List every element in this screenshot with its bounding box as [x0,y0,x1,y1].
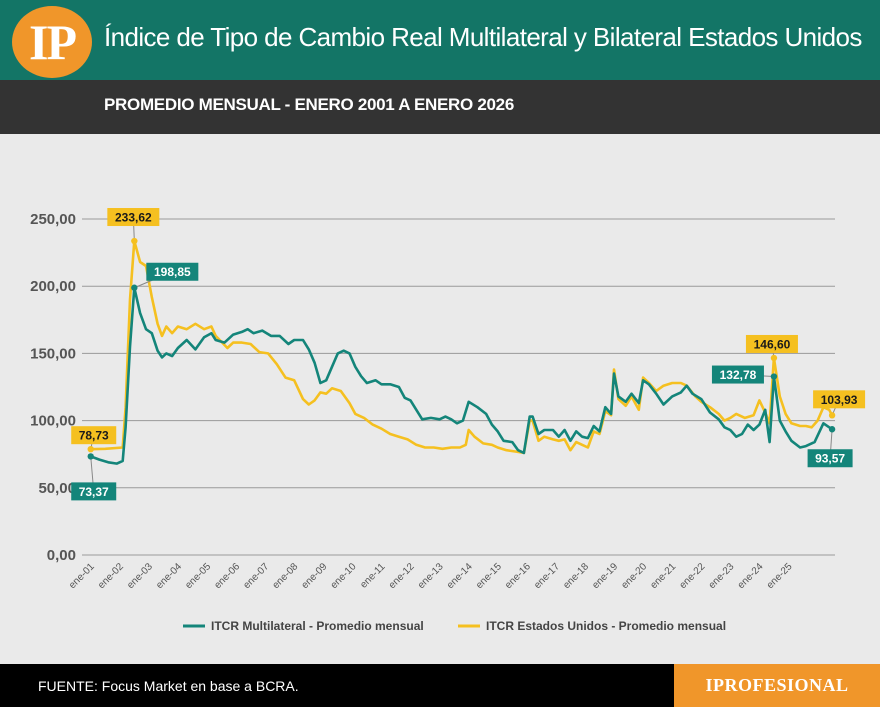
x-tick-label: ene-14 [445,561,475,591]
logo-icon: IP [12,6,92,78]
annotation-marker [828,412,836,419]
x-tick-label: ene-06 [212,561,242,591]
x-tick-label: ene-02 [96,561,126,591]
annotation-label: 103,93 [821,393,858,407]
y-tick-label: 0,00 [47,547,76,564]
x-tick-label: ene-19 [590,561,620,591]
x-tick-label: ene-24 [736,561,766,591]
x-tick-label: ene-03 [125,561,155,591]
x-tick-label: ene-09 [300,561,330,591]
brand-logo: IPROFESIONAL [674,664,880,707]
annotation-badge [71,426,117,445]
x-tick-label: ene-20 [619,561,649,591]
annotation-marker [87,453,94,460]
subheader-bar: PROMEDIO MENSUAL - ENERO 2001 A ENERO 20… [0,80,880,134]
chart-subtitle: PROMEDIO MENSUAL - ENERO 2001 A ENERO 20… [104,95,514,114]
annotation-label: 198,85 [154,265,191,279]
y-axis-ticks: 0,00 50,00 100,00 150,00 200,00 250,00 [30,211,76,564]
annotation-marker [87,445,94,453]
legend-label: ITCR Estados Unidos - Promedio mensual [486,619,726,633]
annotation-label: 73,37 [79,485,109,499]
annotation-badge [146,262,199,281]
x-tick-label: ene-05 [183,561,213,591]
x-tick-label: ene-11 [358,561,388,591]
x-axis-ticks: ene-01 ene-02 ene-03 ene-04 ene-05 ene-06 ene-… [67,561,795,591]
annotation-label: 78,73 [79,429,109,443]
annotation-badge [745,334,798,353]
y-tick-label: 250,00 [30,211,76,228]
x-tick-label: ene-25 [765,561,795,591]
annotation-badge [107,208,160,227]
source-note: FUENTE: Focus Market en base a BCRA. [38,678,299,694]
annotation-marker [770,354,778,362]
annotations: 233,62 198,85 78,73 73,37 146,60 132,78 103,93… [71,208,866,501]
x-tick-label: ene-08 [271,561,301,591]
annotation-marker [828,426,836,433]
y-tick-label: 200,00 [30,278,76,295]
x-tick-label: ene-15 [474,561,504,591]
grid-lines [82,218,835,556]
annotation-label: 132,78 [720,368,757,382]
series-lines [89,239,834,465]
x-tick-label: ene-21 [649,561,679,591]
y-tick-label: 100,00 [30,413,76,430]
x-tick-label: ene-17 [532,561,562,591]
chart-area: 0,00 50,00 100,00 150,00 200,00 250,00 ene-01… [0,134,880,664]
annotation-badge [807,449,853,468]
legend: ITCR Multilateral - Promedio mensual ITCR… [183,619,726,633]
x-tick-label: ene-12 [387,561,417,591]
x-tick-label: ene-04 [154,561,184,591]
y-tick-label: 150,00 [30,345,76,362]
x-tick-label: ene-13 [416,561,446,591]
annotation-badge [711,365,764,384]
annotation-marker [770,373,778,380]
header-bar: IP Índice de Tipo de Cambio Real Multila… [0,0,880,80]
series-line-multilateral [89,286,834,465]
page-title: Índice de Tipo de Cambio Real Multilater… [104,22,862,52]
footer-bar: FUENTE: Focus Market en base a BCRA. IPR… [0,664,880,707]
x-tick-label: ene-01 [67,561,97,591]
x-tick-label: ene-22 [678,561,708,591]
x-tick-label: ene-23 [707,561,737,591]
line-chart: 0,00 50,00 100,00 150,00 200,00 250,00 ene-01… [30,208,866,633]
annotation-badge [71,482,117,501]
series-line-estados-unidos [89,239,834,455]
legend-label: ITCR Multilateral - Promedio mensual [211,619,424,633]
annotation-marker [131,237,138,245]
annotation-badge [813,390,866,409]
x-tick-label: ene-18 [561,561,591,591]
annotation-label: 93,57 [815,452,845,466]
x-tick-label: ene-10 [329,561,359,591]
y-tick-label: 50,00 [38,480,76,497]
annotation-label: 233,62 [115,211,152,225]
x-tick-label: ene-07 [241,561,271,591]
annotation-marker [131,284,138,291]
annotation-label: 146,60 [754,337,791,351]
x-tick-label: ene-16 [503,561,533,591]
